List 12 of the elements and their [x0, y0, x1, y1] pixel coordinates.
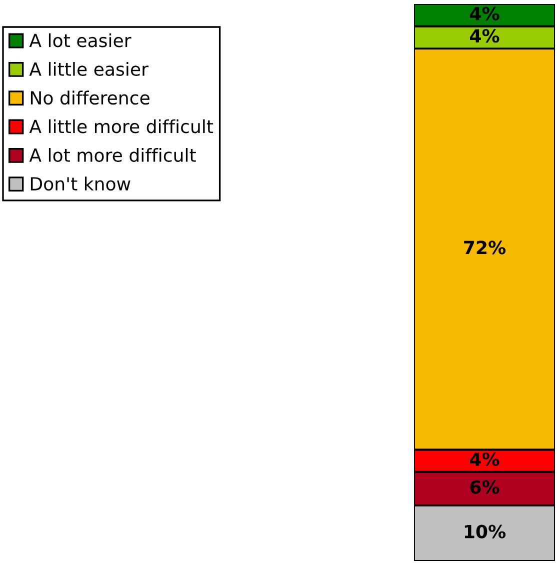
legend-label: A little more difficult	[29, 119, 214, 134]
data-label: 4%	[470, 6, 500, 20]
legend-label: A lot more difficult	[29, 148, 196, 162]
legend-label: A lot easier	[29, 33, 132, 48]
legend-label: No difference	[30, 90, 150, 105]
data-label: 4%	[470, 452, 500, 466]
data-label: 4%	[470, 29, 500, 43]
data-label: 6%	[470, 480, 500, 494]
data-label: 72%	[464, 240, 506, 254]
data-label: 10%	[464, 524, 506, 538]
legend-label: Don't know	[30, 176, 130, 191]
legend-label: A little easier	[29, 62, 148, 76]
